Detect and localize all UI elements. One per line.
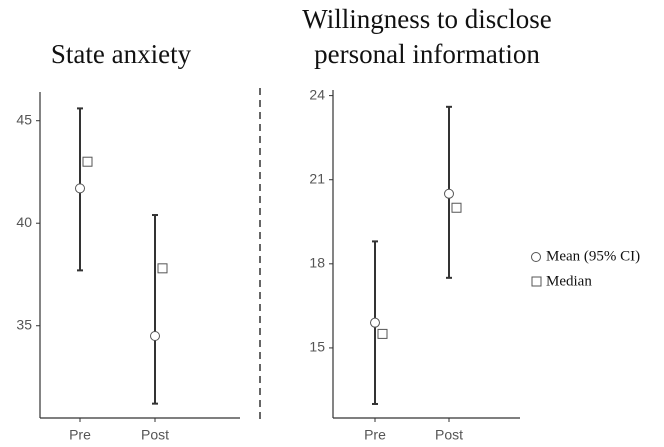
mean-marker (370, 317, 380, 328)
y-tick-label: 15 (309, 339, 325, 355)
y-tick-label: 45 (16, 111, 32, 127)
legend-mean-marker (531, 252, 541, 262)
median-marker (157, 263, 168, 274)
legend-label: Median (546, 273, 592, 289)
mean-marker (150, 330, 160, 341)
mean-marker (75, 183, 85, 194)
median-marker (451, 202, 462, 213)
x-tick-label: Pre (69, 427, 91, 443)
y-tick-label: 35 (16, 316, 32, 332)
chart-title: personal information (314, 39, 540, 69)
y-tick-label: 40 (16, 214, 32, 230)
median-marker (377, 328, 388, 339)
chart-title: Willingness to disclose (302, 4, 551, 34)
mean-marker (444, 188, 454, 199)
legend-median-marker (531, 276, 542, 287)
x-tick-label: Post (435, 427, 463, 443)
y-tick-label: 21 (309, 170, 325, 186)
y-tick-label: 18 (309, 255, 325, 271)
median-marker (82, 156, 93, 167)
legend-label: Mean (95% CI) (546, 248, 640, 264)
x-tick-label: Pre (364, 427, 386, 443)
y-tick-label: 24 (309, 86, 325, 102)
x-tick-label: Post (141, 427, 169, 443)
chart-title: State anxiety (51, 39, 192, 69)
